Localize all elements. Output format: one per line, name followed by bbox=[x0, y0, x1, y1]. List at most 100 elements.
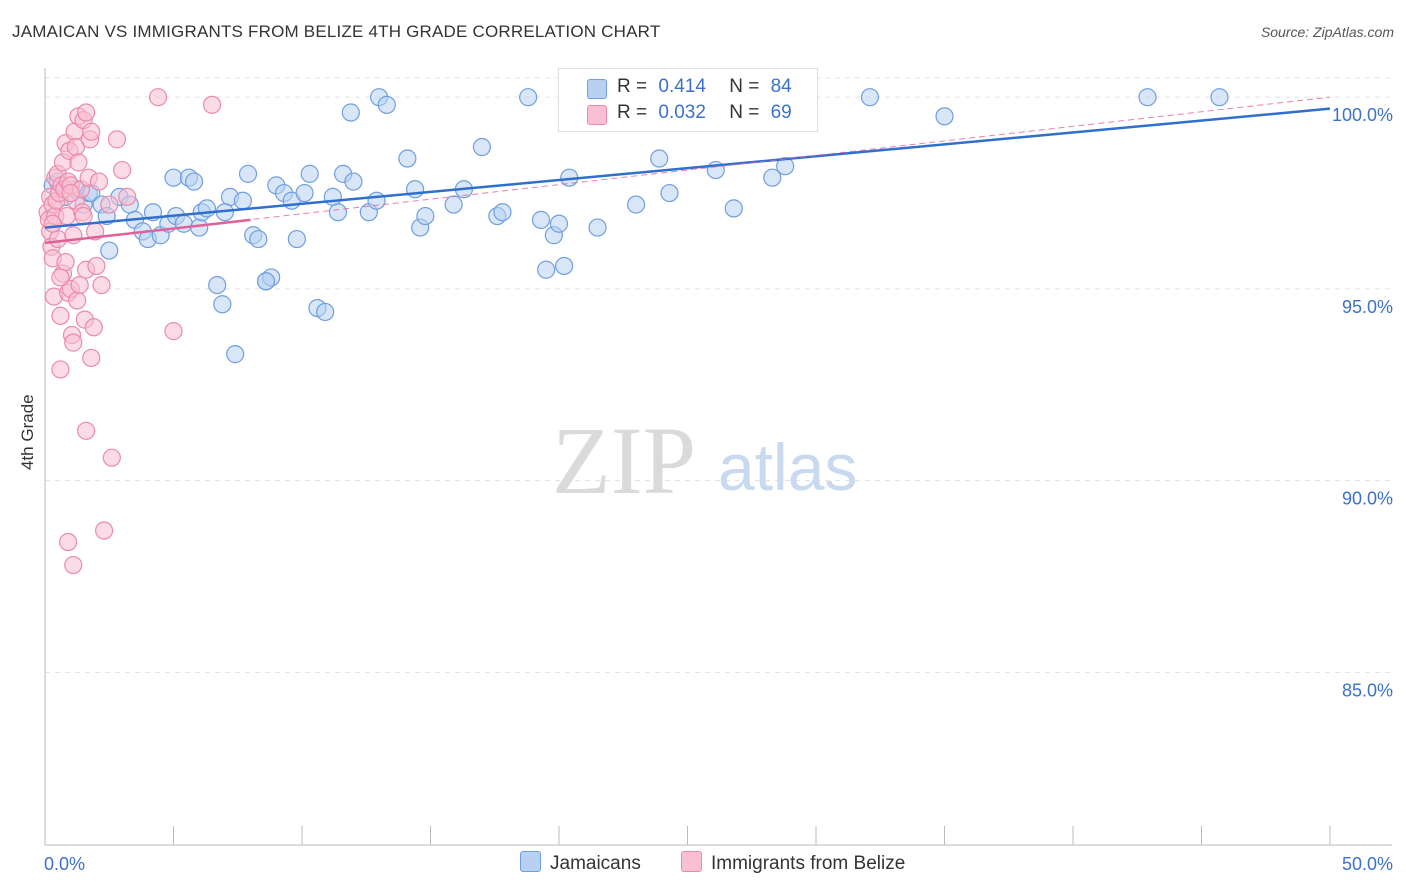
jamaicans-point bbox=[935, 107, 954, 126]
jamaicans-point bbox=[650, 149, 669, 168]
jamaicans-point bbox=[100, 241, 119, 260]
jamaicans-point bbox=[300, 164, 319, 183]
y-tick-label: 90.0% bbox=[1342, 489, 1393, 509]
legend-n-label: N = bbox=[729, 102, 760, 123]
belize-point bbox=[92, 275, 111, 295]
jamaicans-point bbox=[377, 95, 396, 114]
correlation-legend: R = 0.414 N = 84 R = 0.032 N = 69 bbox=[558, 68, 818, 132]
jamaicans-point bbox=[472, 137, 491, 157]
belize-point bbox=[68, 291, 87, 310]
belize-point bbox=[61, 183, 80, 203]
jamaicans-point bbox=[367, 191, 386, 210]
bottom-legend-belize[interactable]: Immigrants from Belize bbox=[681, 851, 905, 875]
legend-r-label: R = bbox=[617, 102, 648, 123]
chart-title: JAMAICAN VS IMMIGRANTS FROM BELIZE 4TH G… bbox=[12, 22, 661, 41]
belize-point bbox=[202, 95, 222, 114]
jamaicans-point bbox=[184, 172, 204, 191]
belize-trend-line-extended bbox=[44, 96, 1331, 244]
legend-n-label: N = bbox=[729, 76, 760, 97]
belize-point bbox=[112, 160, 132, 180]
jamaicans-point bbox=[724, 199, 743, 218]
jamaicans-point bbox=[174, 214, 193, 233]
belize-point bbox=[51, 306, 70, 325]
bottom-legend-jamaicans[interactable]: Jamaicans bbox=[520, 851, 641, 875]
jamaicans-point bbox=[555, 256, 574, 276]
bottom-legend-label: Immigrants from Belize bbox=[711, 853, 906, 874]
y-tick-label: 95.0% bbox=[1342, 297, 1393, 317]
legend-r-value: 0.032 bbox=[658, 102, 706, 123]
jamaicans-point bbox=[405, 180, 425, 199]
watermark-zip: ZIP bbox=[552, 407, 696, 514]
jamaicans-point bbox=[323, 187, 342, 206]
belize-point bbox=[56, 252, 75, 272]
jamaicans-point bbox=[249, 229, 268, 249]
belize-point bbox=[148, 88, 168, 107]
jamaicans-point bbox=[341, 103, 360, 122]
belize-point bbox=[102, 448, 121, 467]
legend-n-value: 69 bbox=[770, 102, 792, 123]
source-label: Source: ZipAtlas.com bbox=[1260, 24, 1394, 40]
jamaicans-point bbox=[860, 88, 880, 107]
jamaicans-point bbox=[316, 302, 335, 322]
jamaicans-point bbox=[295, 183, 314, 203]
belize-trend-line bbox=[44, 218, 251, 245]
belize-point bbox=[51, 268, 70, 287]
y-tick-label: 100.0% bbox=[1332, 105, 1393, 125]
bottom-legend-label: Jamaicans bbox=[550, 853, 641, 874]
watermark: ZIP atlas bbox=[552, 407, 857, 514]
belize-point bbox=[82, 122, 101, 141]
belize-point bbox=[64, 555, 83, 575]
jamaicans-point bbox=[537, 260, 556, 279]
belize-point bbox=[77, 103, 96, 122]
y-axis-title: 4th Grade bbox=[18, 394, 37, 470]
jamaicans-point bbox=[344, 172, 363, 191]
jamaicans-point bbox=[763, 168, 782, 187]
jamaicans-point bbox=[328, 203, 348, 222]
jamaicans-point bbox=[213, 295, 232, 314]
jamaicans-point bbox=[549, 214, 569, 233]
jamaicans-point bbox=[531, 210, 551, 229]
jamaicans-point bbox=[233, 191, 252, 210]
belize-point bbox=[82, 348, 101, 368]
belize-point bbox=[89, 172, 109, 191]
x-tick-label: 50.0% bbox=[1342, 854, 1393, 874]
y-tick-label: 85.0% bbox=[1342, 680, 1393, 700]
belize-point bbox=[74, 206, 93, 226]
legend-r-value: 0.414 bbox=[658, 76, 706, 97]
legend-n-value: 84 bbox=[770, 76, 792, 97]
belize-point bbox=[95, 521, 114, 540]
belize-point bbox=[84, 318, 103, 337]
belize-point bbox=[59, 532, 78, 552]
belize-point bbox=[107, 130, 127, 149]
bottom-legend-swatch-blue bbox=[520, 851, 541, 872]
jamaicans-point bbox=[588, 218, 607, 237]
belize-point bbox=[70, 275, 89, 295]
jamaicans-point bbox=[493, 203, 512, 222]
jamaicans-point bbox=[1210, 88, 1229, 107]
jamaicans-point bbox=[256, 272, 276, 291]
belize-point bbox=[100, 195, 119, 214]
belize-point bbox=[118, 187, 137, 206]
legend-swatch-blue bbox=[587, 79, 607, 99]
watermark-atlas: atlas bbox=[718, 430, 857, 504]
jamaicans-point bbox=[519, 88, 538, 107]
x-tick-label: 0.0% bbox=[44, 854, 85, 874]
belize-point bbox=[77, 421, 96, 440]
jamaicans-point bbox=[1138, 88, 1157, 107]
jamaicans-point bbox=[660, 183, 679, 203]
belize-point bbox=[43, 214, 62, 233]
legend-swatch-pink bbox=[587, 105, 607, 125]
jamaicans-point bbox=[444, 195, 463, 214]
jamaicans-point bbox=[226, 345, 245, 364]
belize-point bbox=[51, 360, 70, 379]
jamaicans-point bbox=[208, 275, 227, 295]
belize-point bbox=[48, 229, 67, 249]
belize-point bbox=[69, 153, 88, 172]
jamaicans-point bbox=[398, 149, 417, 168]
trend-lines bbox=[44, 96, 1331, 245]
bottom-legend-swatch-pink bbox=[681, 851, 702, 872]
belize-point bbox=[64, 333, 83, 352]
belize-point bbox=[87, 256, 106, 276]
jamaicans-point bbox=[287, 229, 306, 249]
